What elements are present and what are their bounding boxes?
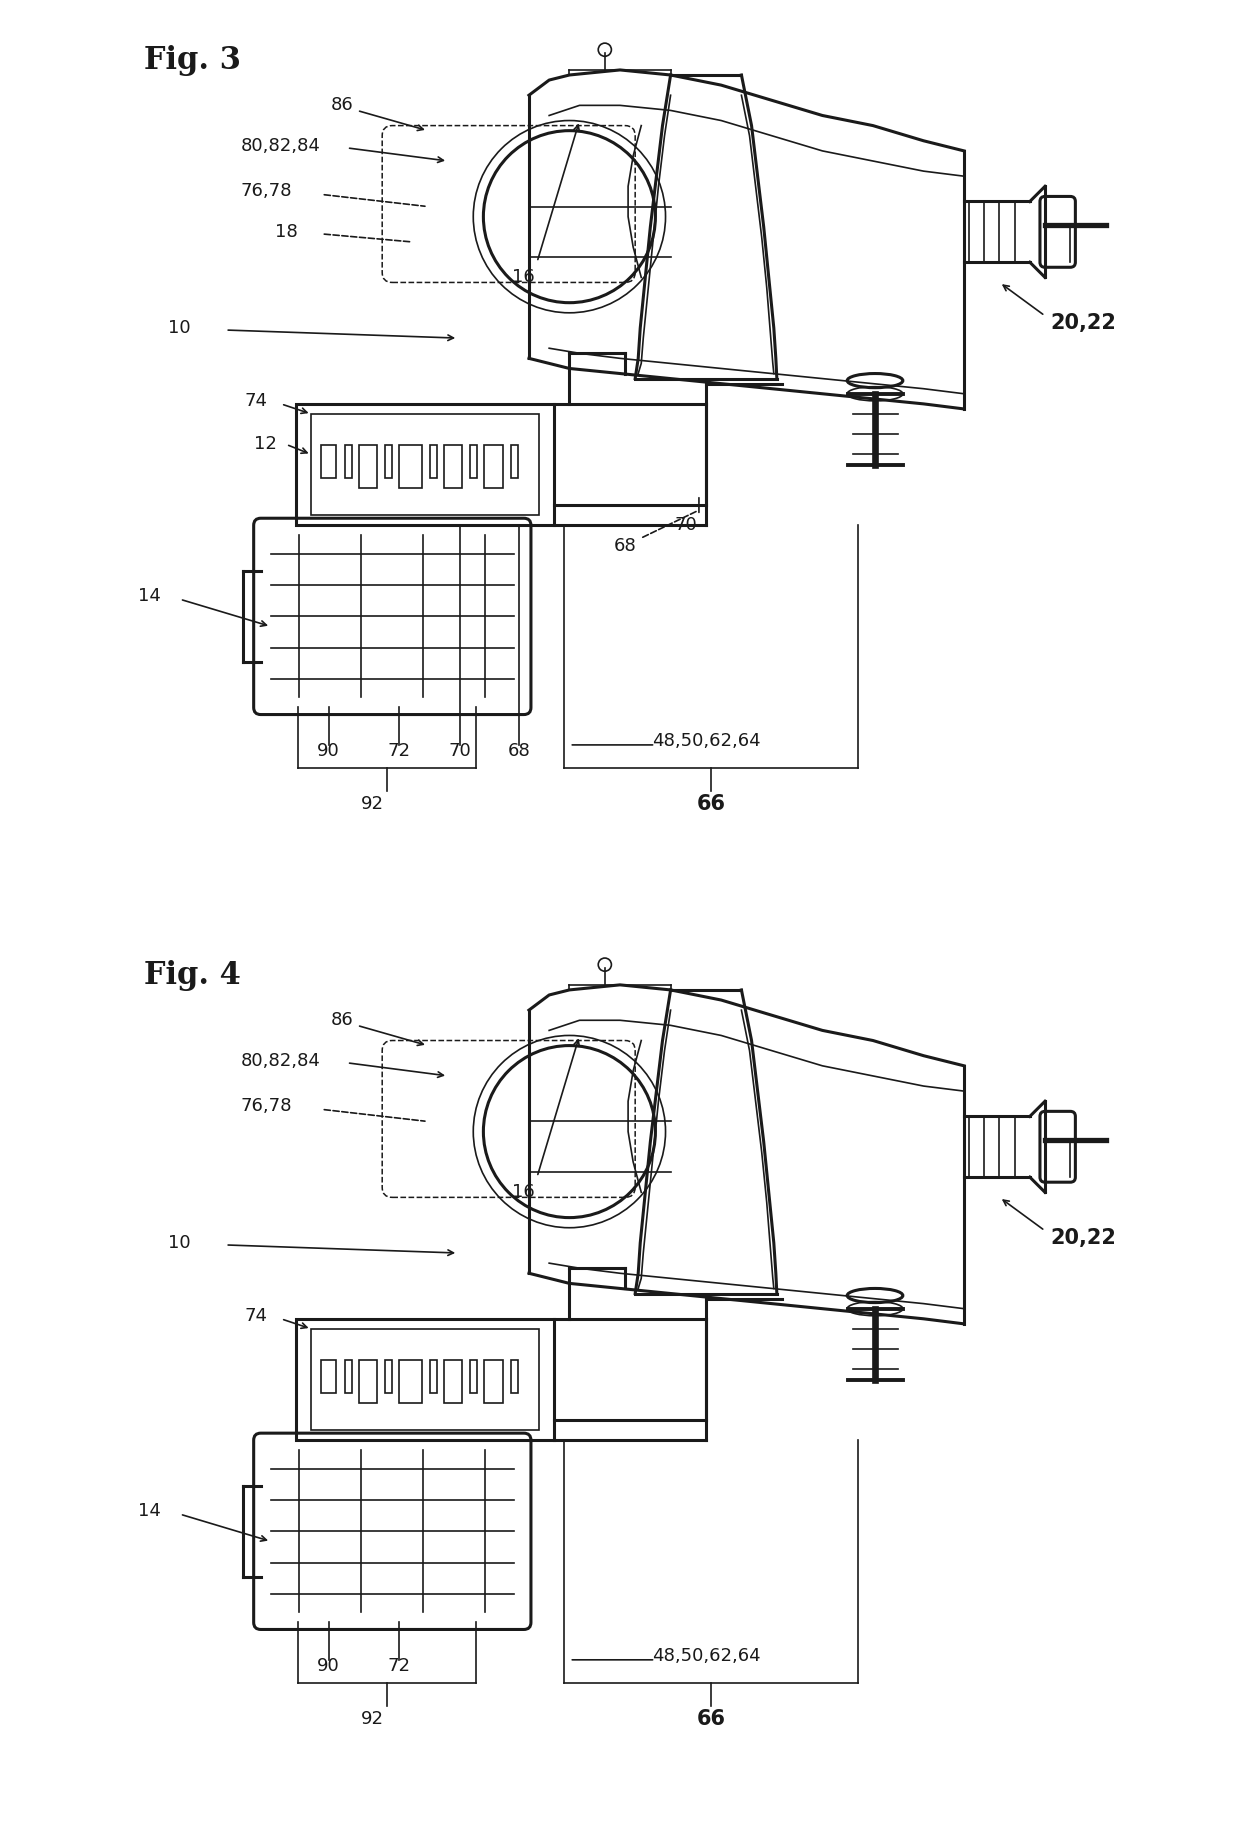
Bar: [485, 446, 502, 488]
Text: 76,78: 76,78: [241, 1097, 291, 1115]
Bar: [311, 1330, 539, 1431]
Text: 16: 16: [512, 268, 536, 286]
Bar: [358, 1361, 377, 1403]
Text: 14: 14: [138, 1502, 161, 1520]
Text: 80,82,84: 80,82,84: [241, 138, 321, 154]
Text: 66: 66: [697, 794, 725, 814]
Bar: [311, 414, 539, 515]
Bar: [470, 446, 477, 477]
Text: 16: 16: [512, 1183, 536, 1201]
Bar: [296, 403, 554, 525]
Bar: [399, 446, 422, 488]
Text: 74: 74: [244, 1308, 267, 1324]
Text: 14: 14: [138, 587, 161, 605]
Bar: [345, 1361, 352, 1392]
Bar: [321, 1361, 336, 1392]
Text: 90: 90: [317, 1656, 340, 1674]
Bar: [511, 1361, 518, 1392]
Bar: [470, 1361, 477, 1392]
Bar: [321, 446, 336, 477]
Text: 70: 70: [675, 517, 697, 534]
Bar: [386, 446, 392, 477]
Bar: [430, 1361, 436, 1392]
Text: 68: 68: [614, 537, 636, 554]
Text: 10: 10: [169, 1234, 191, 1253]
Text: 92: 92: [361, 794, 383, 812]
Text: 20,22: 20,22: [1050, 1227, 1116, 1247]
Bar: [485, 1361, 502, 1403]
Bar: [358, 446, 377, 488]
Text: Fig. 3: Fig. 3: [144, 44, 242, 75]
Text: 86: 86: [330, 1011, 353, 1029]
Text: 72: 72: [388, 743, 410, 759]
Text: 90: 90: [317, 743, 340, 759]
Bar: [511, 446, 518, 477]
Bar: [430, 446, 436, 477]
Text: 86: 86: [330, 97, 353, 114]
Text: 66: 66: [697, 1709, 725, 1728]
Text: 68: 68: [507, 743, 531, 759]
Bar: [345, 446, 352, 477]
Text: 92: 92: [361, 1709, 383, 1728]
Text: 70: 70: [449, 743, 471, 759]
Bar: [444, 446, 463, 488]
Text: 10: 10: [169, 319, 191, 337]
Text: 76,78: 76,78: [241, 182, 291, 200]
Text: 20,22: 20,22: [1050, 314, 1116, 334]
Bar: [296, 1319, 554, 1440]
Bar: [386, 1361, 392, 1392]
Bar: [444, 1361, 463, 1403]
Text: 74: 74: [244, 392, 267, 409]
Text: Fig. 4: Fig. 4: [144, 959, 242, 990]
Bar: [399, 1361, 422, 1403]
Text: 18: 18: [275, 224, 298, 240]
Text: 12: 12: [254, 435, 278, 453]
Text: 80,82,84: 80,82,84: [241, 1051, 321, 1069]
Text: 72: 72: [388, 1656, 410, 1674]
Text: 48,50,62,64: 48,50,62,64: [652, 732, 760, 750]
Text: 48,50,62,64: 48,50,62,64: [652, 1647, 760, 1665]
